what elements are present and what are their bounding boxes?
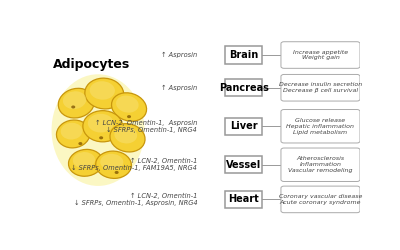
Ellipse shape [85,78,124,109]
Ellipse shape [83,111,122,142]
Ellipse shape [116,96,139,113]
Ellipse shape [115,171,119,174]
Text: Increase appetite
Weight gain: Increase appetite Weight gain [293,50,348,60]
Text: ↑ LCN-2, Omentin-1
↓ SFRPs, Omentin-1, FAM19A5, NRG4: ↑ LCN-2, Omentin-1 ↓ SFRPs, Omentin-1, F… [71,158,197,172]
Text: ↑ Asprosin: ↑ Asprosin [161,85,197,91]
Ellipse shape [78,142,82,145]
Ellipse shape [127,115,131,118]
FancyBboxPatch shape [281,148,360,182]
Text: Brain: Brain [229,50,258,60]
FancyBboxPatch shape [225,156,262,173]
Text: Heart: Heart [228,194,259,204]
Text: ↑ Asprosin: ↑ Asprosin [161,52,197,58]
Text: ↑ LCN-2, Omentin-1
↓ SFRPs, Omentin-1, Asprosin, NRG4: ↑ LCN-2, Omentin-1 ↓ SFRPs, Omentin-1, A… [74,193,197,206]
Text: Liver: Liver [230,121,258,131]
Ellipse shape [52,74,144,186]
Ellipse shape [110,124,145,152]
Text: Decrease insulin secretion
Decrease β cell survival: Decrease insulin secretion Decrease β ce… [279,82,362,93]
Ellipse shape [99,136,103,139]
Ellipse shape [88,114,114,132]
Ellipse shape [68,150,103,176]
Ellipse shape [61,123,82,140]
FancyBboxPatch shape [225,46,262,64]
FancyBboxPatch shape [225,191,262,208]
Ellipse shape [63,91,86,109]
FancyBboxPatch shape [225,118,262,135]
Text: Vessel: Vessel [226,160,261,170]
Text: Glucose release
Hepatic inflammation
Lipid metabolism: Glucose release Hepatic inflammation Lip… [286,118,354,134]
Ellipse shape [100,154,123,170]
FancyBboxPatch shape [281,42,360,68]
FancyBboxPatch shape [281,186,360,213]
Ellipse shape [56,120,90,148]
FancyBboxPatch shape [281,74,360,101]
Ellipse shape [73,152,95,168]
Text: Atherosclerosis
Inflammation
Vascular remodeling: Atherosclerosis Inflammation Vascular re… [288,156,353,173]
Text: Pancreas: Pancreas [219,83,269,93]
FancyBboxPatch shape [281,110,360,143]
Text: Coronary vascular disease
Acute coronary syndrome: Coronary vascular disease Acute coronary… [279,194,362,205]
Ellipse shape [90,81,115,100]
Text: Adipocytes: Adipocytes [53,58,130,71]
Ellipse shape [71,106,75,108]
Ellipse shape [96,151,132,178]
Text: ↑ LCN-2, Omentin-1,  Asprosin
↓ SFRPs, Omentin-1, NRG4: ↑ LCN-2, Omentin-1, Asprosin ↓ SFRPs, Om… [95,120,197,133]
Ellipse shape [58,88,94,118]
FancyBboxPatch shape [225,79,262,96]
Ellipse shape [114,126,137,144]
Ellipse shape [112,93,146,121]
